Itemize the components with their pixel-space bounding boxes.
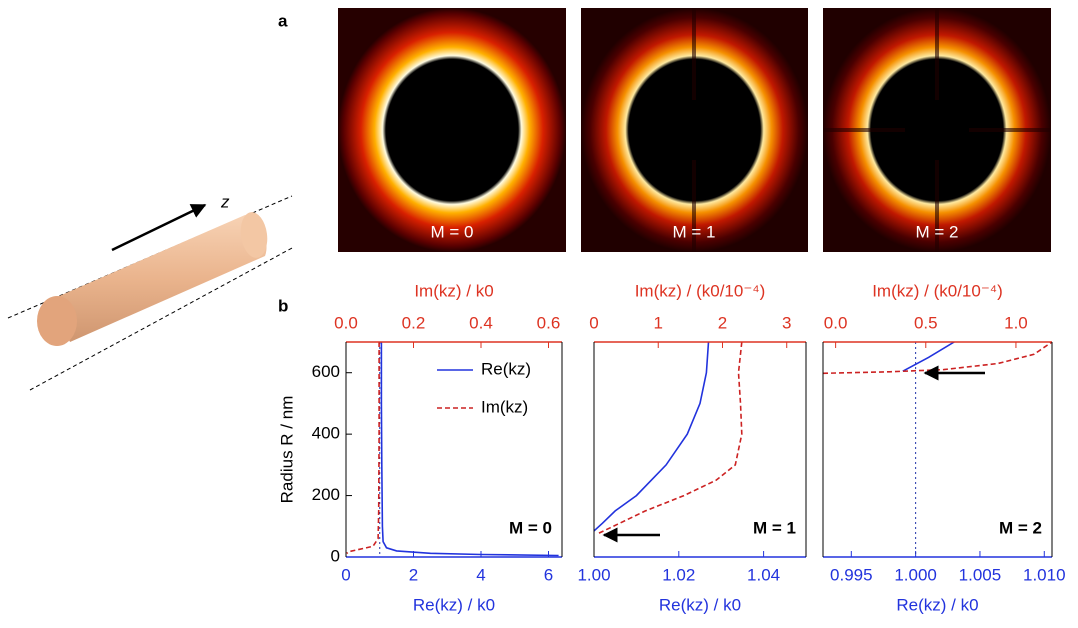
x2-tick-label: 0.4 [469, 313, 493, 332]
x2-tick-label: 2 [718, 313, 727, 332]
x2-tick-label: 0.0 [334, 313, 358, 332]
series-line [347, 342, 379, 553]
map-label: M = 1 [673, 222, 716, 241]
x-axis-label: Re(kz) / k0 [896, 595, 978, 614]
x-tick-label: 0 [341, 565, 350, 584]
x2-tick-label: 1.0 [1004, 313, 1028, 332]
x2-axis-label: Im(kz) / (k0/10⁻⁴) [872, 281, 1003, 300]
y-tick-label: 200 [312, 485, 340, 504]
x-tick-label: 1.04 [747, 565, 780, 584]
x-tick-label: 1.000 [894, 565, 937, 584]
x-tick-label: 1.02 [662, 565, 695, 584]
x-axis-label: Re(kz) / k0 [659, 595, 741, 614]
x2-tick-label: 0.5 [914, 313, 938, 332]
legend-label: Re(kz) [481, 359, 531, 378]
x2-tick-label: 0.0 [824, 313, 848, 332]
y-tick-label: 600 [312, 362, 340, 381]
x-tick-label: 1.005 [959, 565, 1002, 584]
y-axis-label: Radius R / nm [277, 396, 296, 504]
x2-tick-label: 1 [654, 313, 663, 332]
panel-label: a [278, 11, 288, 30]
x-tick-label: 4 [476, 565, 485, 584]
series-line [594, 342, 709, 531]
x-tick-label: 1.00 [577, 565, 610, 584]
series-line [903, 342, 954, 371]
x2-axis-label: Im(kz) / k0 [414, 281, 493, 300]
x-tick-label: 2 [409, 565, 418, 584]
map-label: M = 2 [916, 222, 959, 241]
x-tick-label: 6 [544, 565, 553, 584]
annotation: M = 1 [753, 518, 796, 537]
y-tick-label: 0 [331, 546, 340, 565]
field-maps: M = 0 M = 1 M = 2 [338, 8, 1051, 252]
x-tick-label: 1.010 [1023, 565, 1066, 584]
x-axis-label: Re(kz) / k0 [413, 595, 495, 614]
x2-tick-label: 0 [589, 313, 598, 332]
cylinder: z [8, 192, 292, 390]
x2-axis-label: Im(kz) / (k0/10⁻⁴) [635, 281, 766, 300]
series-line [823, 342, 1052, 373]
x2-tick-label: 0.2 [402, 313, 426, 332]
y-tick-label: 400 [312, 424, 340, 443]
x2-tick-label: 3 [782, 313, 791, 332]
figure: z a b M = 0 M = 1 M = 2 0 2 4 6 0.0 0.2 0.4 0.6… [0, 0, 1078, 628]
x-tick-label: 0.995 [830, 565, 873, 584]
x2-tick-label: 0.6 [537, 313, 561, 332]
annotation: M = 0 [509, 518, 552, 537]
legend-label: Im(kz) [481, 397, 528, 416]
annotation: M = 2 [999, 518, 1042, 537]
series-line [597, 342, 742, 534]
charts: 0 2 4 6 0.0 0.2 0.4 0.6 0 200 400 600 Re(kz) / k0 Im(… [277, 281, 1065, 614]
map-label: M = 0 [431, 222, 474, 241]
panel-label: b [278, 296, 288, 315]
axis-label: z [220, 192, 230, 211]
